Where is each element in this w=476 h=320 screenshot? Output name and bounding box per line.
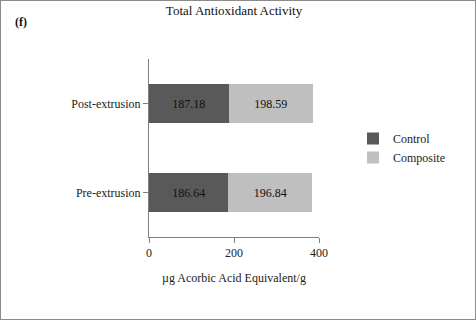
- svg-text:187.18: 187.18: [172, 97, 205, 111]
- svg-text:198.59: 198.59: [254, 97, 287, 111]
- svg-text:400: 400: [310, 246, 328, 260]
- svg-text:0: 0: [146, 246, 152, 260]
- svg-text:(f): (f): [15, 15, 27, 29]
- svg-text:Control: Control: [393, 132, 430, 146]
- svg-text:200: 200: [225, 246, 243, 260]
- svg-text:196.84: 196.84: [254, 186, 287, 200]
- svg-text:Total Antioxidant Activity: Total Antioxidant Activity: [166, 3, 303, 18]
- svg-text:186.64: 186.64: [172, 186, 205, 200]
- svg-text:µg Acorbic Acid Equivalent/g: µg Acorbic Acid Equivalent/g: [162, 271, 306, 285]
- svg-text:Composite: Composite: [393, 151, 445, 165]
- svg-text:Post-extrusion: Post-extrusion: [71, 97, 140, 111]
- svg-text:Pre-extrusion: Pre-extrusion: [76, 186, 141, 200]
